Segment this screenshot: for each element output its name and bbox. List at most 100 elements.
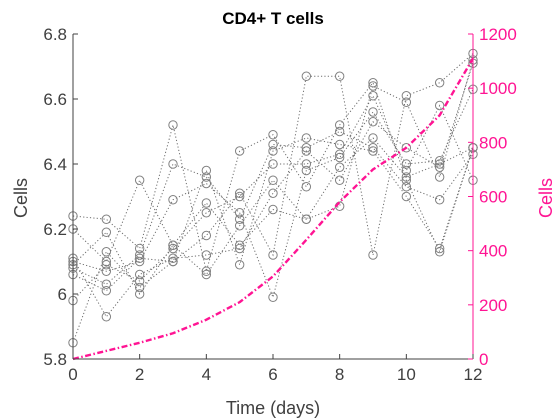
replicate-point [268, 188, 278, 198]
replicate-line-1 [72, 53, 474, 343]
replicate-point [401, 175, 412, 185]
replicate-point [434, 156, 445, 166]
replicate-point [268, 130, 278, 140]
y-left-tick-label: 5.8 [43, 350, 67, 369]
replicate-point [201, 198, 212, 208]
replicate-point [434, 172, 445, 182]
replicate-point [101, 214, 112, 224]
replicate-point [168, 253, 178, 263]
replicate-point [134, 256, 145, 267]
mean-line-1 [72, 57, 475, 361]
replicate-point [101, 312, 112, 322]
replicate-point [434, 159, 445, 169]
replicate-point [301, 165, 312, 176]
replicate-point [368, 117, 378, 127]
replicate-point [168, 195, 178, 205]
y-left-tick-label: 6.2 [43, 220, 67, 239]
plot-area [73, 34, 473, 359]
replicate-point [168, 159, 178, 169]
replicate-point [334, 149, 345, 159]
y-left-tick-label: 6.6 [43, 90, 67, 109]
x-axis-title: Time (days) [226, 398, 320, 418]
replicate-point [101, 286, 112, 296]
replicate-point [134, 289, 145, 299]
replicate-point [401, 143, 412, 153]
replicate-point [434, 243, 445, 254]
replicate-point [434, 247, 445, 257]
x-tick-label: 0 [68, 365, 77, 384]
replicate-point [134, 269, 145, 280]
replicate-point [201, 178, 212, 189]
replicate-point [268, 146, 278, 156]
replicate-point [368, 143, 378, 153]
replicate-point [434, 162, 445, 172]
replicate-point [268, 292, 278, 302]
replicate-point [434, 100, 445, 111]
replicate-point [268, 204, 278, 215]
replicate-point [201, 165, 212, 176]
replicate-point [334, 120, 345, 130]
replicate-point [201, 208, 212, 218]
replicate-point [301, 214, 312, 224]
y-right-tick-label: 200 [479, 296, 507, 315]
y-axis-left-title: Cells [11, 178, 31, 218]
replicate-point [234, 208, 245, 218]
y-axis-right-title: Cells [536, 178, 556, 218]
replicate-point [134, 175, 145, 185]
replicate-series-6 [68, 91, 478, 306]
y-left-tick-label: 6.4 [43, 155, 67, 174]
replicate-point [434, 78, 445, 88]
replicate-point [234, 240, 245, 250]
replicate-point [301, 146, 312, 156]
x-tick-label: 10 [397, 365, 416, 384]
replicate-point [268, 139, 278, 150]
replicate-point [401, 182, 412, 192]
replicate-point [368, 91, 378, 101]
replicate-point [434, 195, 445, 205]
replicate-point [101, 256, 112, 267]
replicate-point [368, 133, 378, 143]
replicate-point [201, 250, 212, 260]
replicate-point [234, 221, 245, 231]
replicate-line-2 [72, 81, 474, 272]
replicate-point [401, 97, 412, 107]
replicate-point [301, 71, 312, 81]
y-right-tick-label: 1000 [479, 79, 517, 98]
replicate-point [234, 243, 245, 254]
replicate-point [368, 146, 378, 156]
x-tick-label: 2 [135, 365, 144, 384]
chart-title: CD4+ T cells [222, 9, 324, 28]
y-left-tick-label: 6.8 [43, 25, 67, 44]
replicate-point [168, 240, 178, 250]
replicate-point [168, 256, 178, 267]
replicate-point [368, 250, 378, 260]
replicate-point [368, 107, 378, 117]
replicate-point [401, 91, 412, 101]
replicate-point [301, 133, 312, 143]
replicate-point [234, 260, 245, 270]
replicate-point [168, 120, 178, 130]
plot-background [73, 34, 473, 359]
replicate-point [268, 250, 278, 260]
replicate-point [101, 260, 112, 270]
replicate-point [334, 71, 345, 81]
series-layer [68, 48, 478, 361]
replicate-series-2 [68, 78, 478, 276]
y-right-tick-label: 600 [479, 188, 507, 207]
replicate-point [134, 243, 145, 254]
replicate-point [134, 250, 145, 260]
replicate-point [134, 276, 145, 286]
replicate-line-3 [72, 59, 474, 263]
y-right-tick-label: 1200 [479, 25, 517, 44]
replicate-point [134, 282, 145, 293]
replicate-point [301, 143, 312, 153]
y-right-tick-label: 400 [479, 242, 507, 261]
replicate-point [234, 191, 245, 202]
replicate-point [301, 159, 312, 169]
y-right-tick-label: 0 [479, 350, 488, 369]
replicate-point [401, 159, 412, 169]
replicate-point [334, 175, 345, 185]
replicate-point [401, 172, 412, 182]
